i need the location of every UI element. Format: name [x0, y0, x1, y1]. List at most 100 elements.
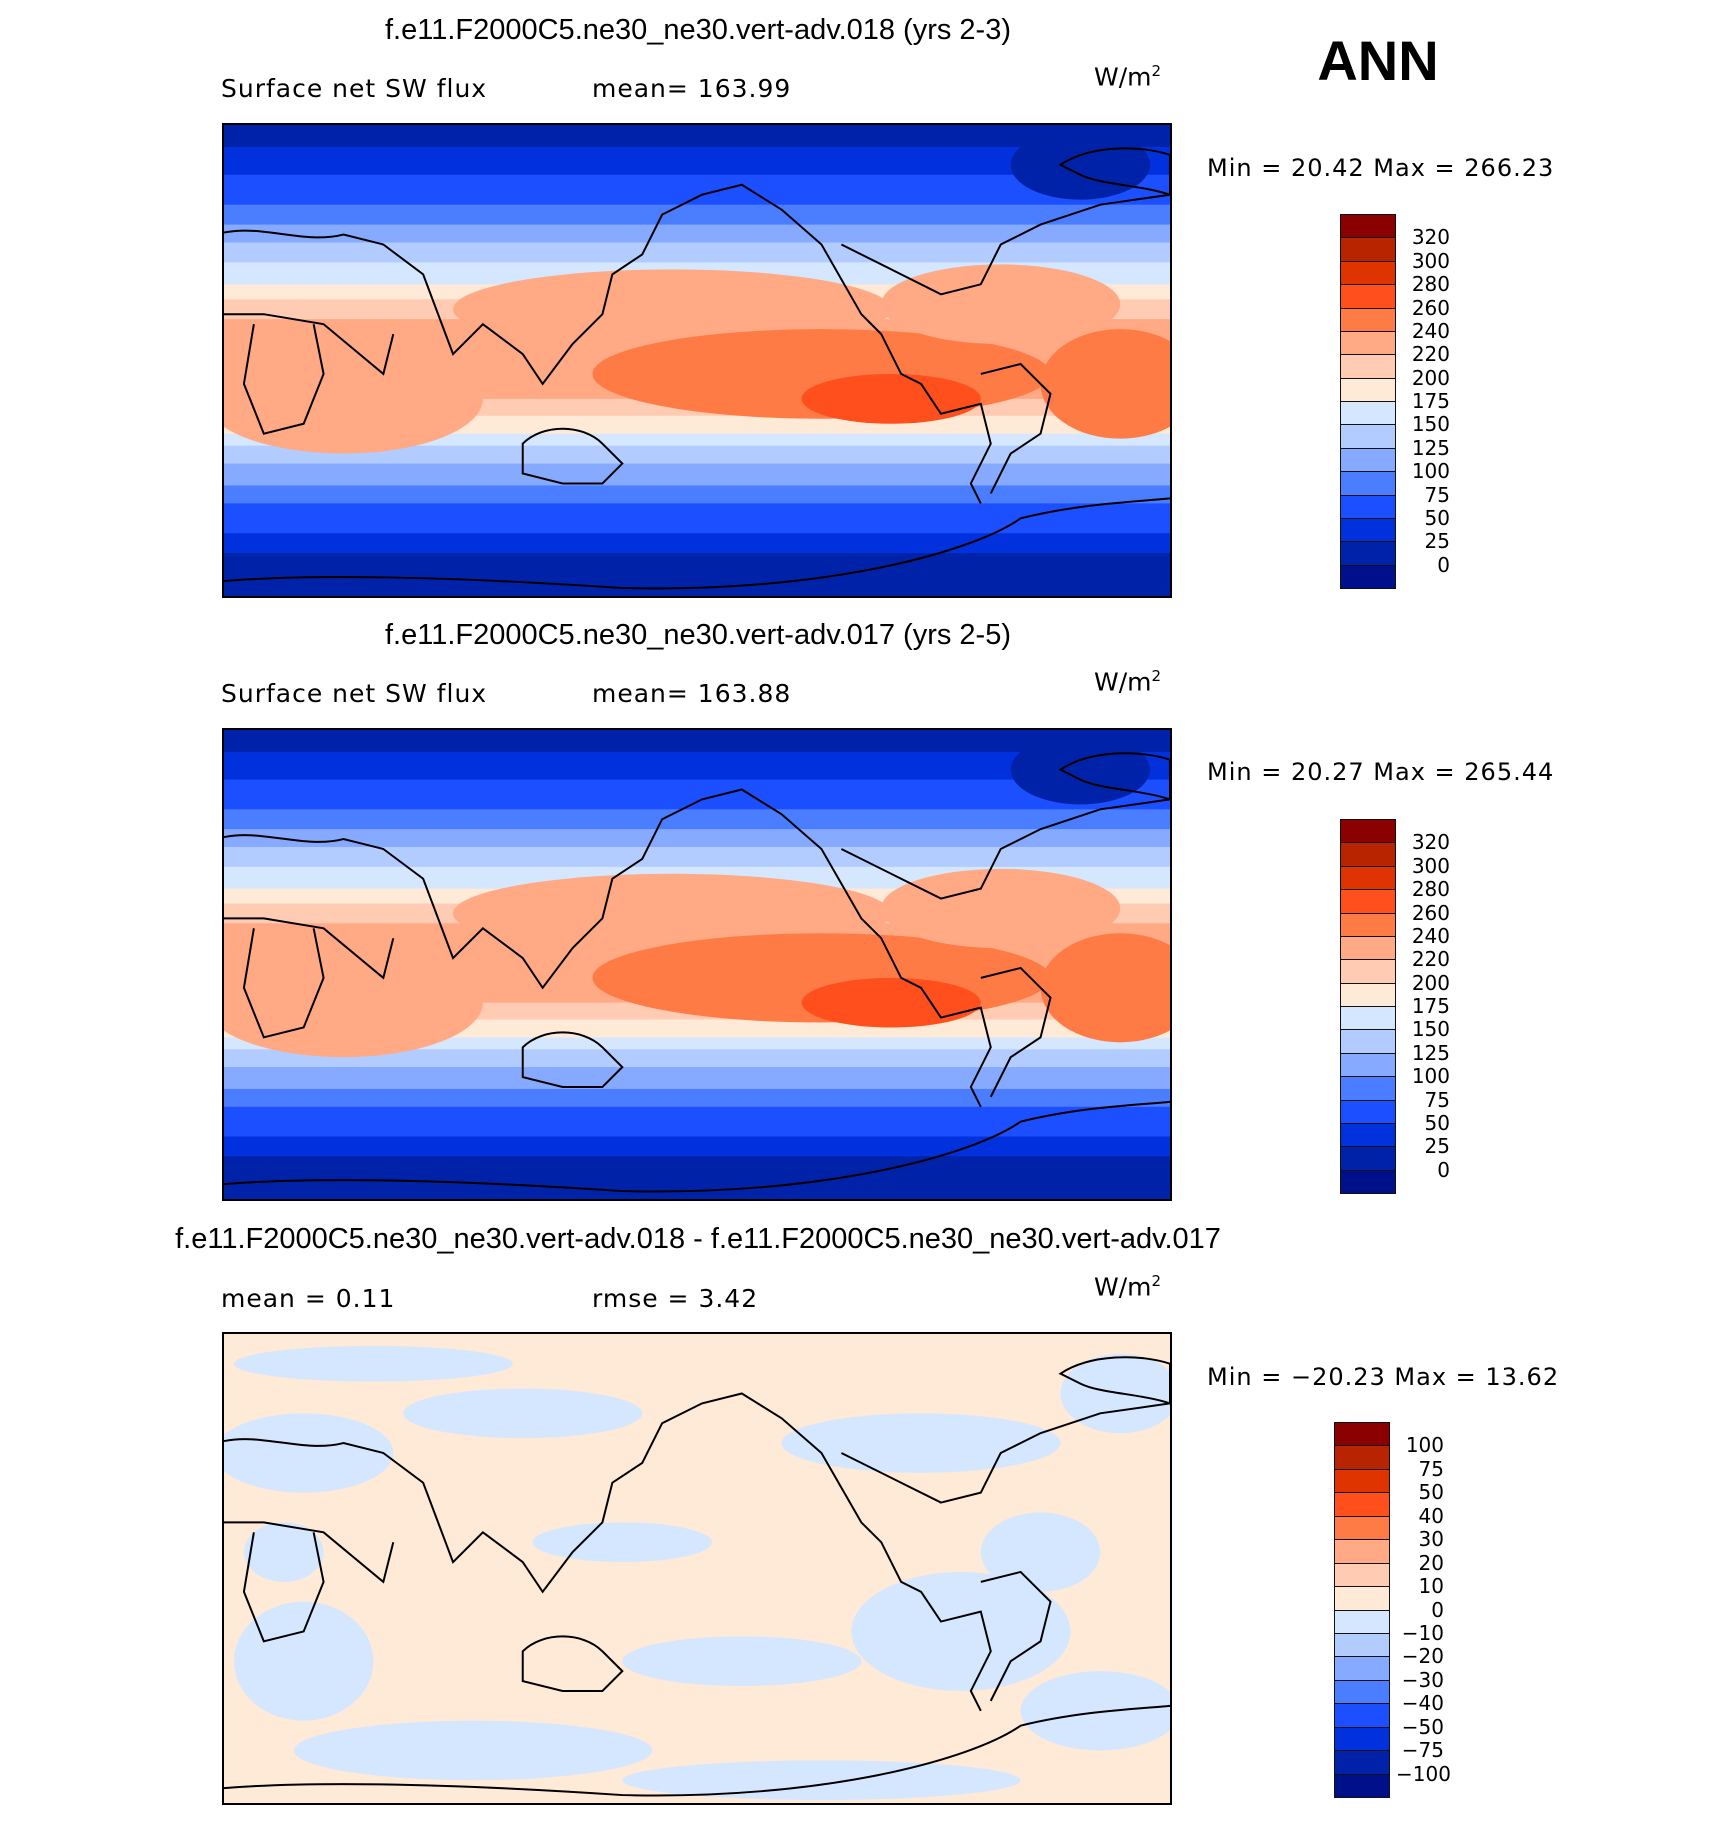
field-region — [453, 269, 892, 350]
colorbar-swatch — [1340, 377, 1396, 402]
field-region — [224, 1413, 394, 1493]
colorbar-tick-label: 125 — [1411, 1040, 1450, 1065]
field-band — [224, 553, 1170, 596]
colorbar-swatch — [1340, 889, 1396, 914]
colorbar-tick-label: 320 — [1411, 225, 1450, 250]
left-stat: Surface net SW flux — [221, 679, 488, 708]
colorbar-swatch — [1340, 494, 1396, 519]
colorbar-tick-label: 300 — [1411, 853, 1450, 878]
colorbar-swatch — [1334, 1539, 1390, 1564]
colorbar-swatch — [1340, 819, 1396, 844]
colorbar-swatch — [1340, 354, 1396, 379]
colorbar-tick-label: −10 — [1401, 1620, 1444, 1645]
colorbar-swatch — [1340, 1146, 1396, 1171]
field-region — [851, 1571, 1071, 1691]
panel-title: f.e11.F2000C5.ne30_ne30.vert-adv.017 (yr… — [384, 619, 1012, 651]
colorbar-tick-label: 75 — [1424, 482, 1450, 507]
colorbar-tick-label: 0 — [1431, 1597, 1444, 1622]
colorbar-tick-label: 280 — [1411, 272, 1450, 297]
colorbar-swatch — [1340, 471, 1396, 496]
field-band — [224, 829, 1170, 848]
units-superscript: 2 — [1151, 62, 1162, 80]
coastlines — [224, 1356, 1170, 1797]
map-panel — [222, 728, 1172, 1201]
units-superscript: 2 — [1151, 667, 1162, 685]
field-region — [1010, 734, 1151, 805]
season-label: ANN — [1317, 29, 1439, 92]
colorbar-tick-label: 260 — [1411, 295, 1450, 320]
colorbar-tick-label: 10 — [1418, 1574, 1444, 1599]
field-region — [622, 1636, 862, 1686]
colorbar-tick-label: 25 — [1424, 1134, 1450, 1159]
colorbar-tick-label: 0 — [1437, 1157, 1450, 1182]
colorbar-swatch — [1334, 1586, 1390, 1611]
colorbar-swatch — [1340, 935, 1396, 961]
field-band — [224, 1106, 1170, 1138]
right-stat: rmse = 3.42 — [592, 1284, 759, 1313]
field-region — [224, 344, 483, 454]
units-text: W/m — [1094, 62, 1152, 92]
colorbar-swatch — [1334, 1468, 1390, 1494]
min-max-label: Min = 20.27 Max = 265.44 — [1207, 758, 1555, 786]
colorbar: 100 75 50 40 30 20 10 0 −10 −20 −30 −40 −50 −75 −100 — [1334, 1422, 1451, 1798]
colorbar-tick-label: 300 — [1411, 248, 1450, 273]
colorbar-tick-label: 240 — [1411, 318, 1450, 343]
left-stat: mean = 0.11 — [221, 1284, 396, 1313]
field-region — [881, 868, 1121, 949]
field-band — [224, 224, 1170, 244]
field-band — [224, 242, 1170, 264]
field-region — [1040, 933, 1170, 1043]
colorbar-swatch — [1334, 1656, 1390, 1681]
colorbar-swatch — [1340, 1052, 1396, 1078]
colorbar-tick-label: −100 — [1396, 1761, 1451, 1786]
panel-title: f.e11.F2000C5.ne30_ne30.vert-adv.018 (yr… — [384, 14, 1012, 46]
colorbar-tick-label: 150 — [1411, 1017, 1450, 1042]
colorbar-swatch — [1340, 237, 1396, 262]
colorbar: 320 300 280 260 240 220 200 175 150 125 100 75 50 25 0 — [1340, 819, 1450, 1194]
panel-title: f.e11.F2000C5.ne30_ne30.vert-adv.018 - f… — [175, 1223, 1221, 1255]
field-band — [224, 809, 1170, 831]
colorbar-swatch — [1334, 1773, 1390, 1798]
map-panel — [222, 1332, 1172, 1805]
colorbar-swatch — [1340, 260, 1396, 286]
colorbar-swatch — [1334, 1515, 1390, 1541]
field-region — [801, 373, 981, 424]
map-panel — [222, 123, 1172, 598]
colorbar-swatch — [1340, 1076, 1396, 1101]
field-region — [403, 1388, 643, 1439]
units-label: W/m2 — [1094, 1272, 1161, 1301]
colorbar-swatch — [1340, 1122, 1396, 1148]
units-text: W/m — [1094, 667, 1152, 697]
field-band — [224, 1088, 1170, 1108]
right-stat: mean= 163.99 — [592, 74, 792, 103]
colorbar-tick-label: 20 — [1418, 1550, 1444, 1575]
field-region — [881, 264, 1121, 345]
field-band — [224, 1156, 1170, 1199]
colorbar-tick-label: 125 — [1411, 435, 1450, 460]
colorbar-swatch — [1334, 1703, 1390, 1728]
right-stat: mean= 163.88 — [592, 679, 792, 708]
field-region — [453, 873, 892, 954]
field-band — [224, 1049, 1170, 1069]
colorbar-tick-label: 150 — [1411, 412, 1450, 437]
field-band — [224, 1067, 1170, 1090]
colorbar-tick-label: 0 — [1437, 552, 1450, 577]
units-superscript: 2 — [1151, 1272, 1162, 1290]
colorbar-swatch — [1334, 1726, 1390, 1752]
field-region — [532, 1522, 712, 1563]
field-band — [224, 779, 1170, 811]
colorbar-swatch — [1334, 1750, 1390, 1775]
colorbar-swatch — [1334, 1492, 1390, 1517]
coastlines — [224, 752, 1170, 1193]
colorbar-swatch — [1340, 307, 1396, 332]
field-region — [243, 1522, 324, 1582]
units-label: W/m2 — [1094, 667, 1161, 696]
colorbar-swatch — [1340, 982, 1396, 1007]
colorbar-tick-label: 260 — [1411, 900, 1450, 925]
colorbar-tick-label: 50 — [1424, 505, 1450, 530]
colorbar-swatch — [1340, 1099, 1396, 1124]
colorbar-swatch — [1334, 1679, 1390, 1705]
colorbar-swatch — [1340, 842, 1396, 867]
colorbar-swatch — [1340, 330, 1396, 356]
field-region — [1010, 129, 1151, 200]
